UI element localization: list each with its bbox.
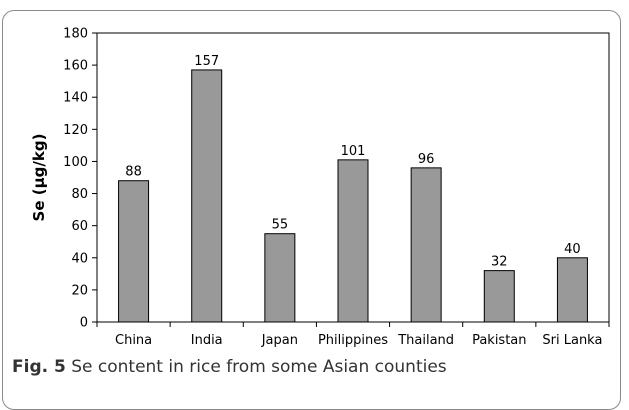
bar xyxy=(556,257,588,323)
x-tick-label: Sri Lanka xyxy=(542,333,602,348)
figure-label: Fig. 5 xyxy=(12,357,66,377)
bar xyxy=(410,167,442,323)
data-label: 101 xyxy=(341,144,366,159)
x-tick-label: Pakistan xyxy=(472,333,526,348)
y-tick-label: 0 xyxy=(80,316,88,331)
bar xyxy=(191,69,223,323)
data-label: 157 xyxy=(194,54,219,69)
y-axis-label: Se (µg/kg) xyxy=(30,134,48,222)
figure-caption-text: Se content in rice from some Asian count… xyxy=(71,357,447,377)
data-label: 88 xyxy=(125,165,142,180)
plot-area: 0 20 40 60 80 100 120 140 160 180 88 China 157 India 5… xyxy=(63,27,610,348)
data-label: 55 xyxy=(272,218,289,233)
data-label: 40 xyxy=(564,242,581,257)
y-tick-label: 140 xyxy=(63,91,88,106)
figure-caption: Fig. 5 Se content in rice from some Asia… xyxy=(12,357,447,377)
x-tick-label: Thailand xyxy=(397,333,454,348)
bar xyxy=(118,180,150,323)
y-tick-label: 60 xyxy=(71,219,88,234)
bar-chart: 0 20 40 60 80 100 120 140 160 180 88 China 157 India 5… xyxy=(30,27,610,348)
data-label: 32 xyxy=(491,255,508,270)
x-tick-label: India xyxy=(191,333,223,348)
y-tick-label: 20 xyxy=(71,283,88,298)
y-tick-label: 120 xyxy=(63,123,88,138)
bar xyxy=(264,233,296,323)
data-label: 96 xyxy=(418,152,435,167)
y-tick-label: 100 xyxy=(63,155,88,170)
bar xyxy=(483,270,515,323)
bar xyxy=(337,159,369,323)
y-tick-label: 40 xyxy=(71,251,88,266)
x-tick-label: China xyxy=(115,333,152,348)
y-tick-label: 180 xyxy=(63,27,88,42)
x-tick-label: Philippines xyxy=(318,333,388,348)
x-tick-label: Japan xyxy=(261,333,298,348)
y-tick-label: 80 xyxy=(71,187,88,202)
y-tick-label: 160 xyxy=(63,59,88,74)
